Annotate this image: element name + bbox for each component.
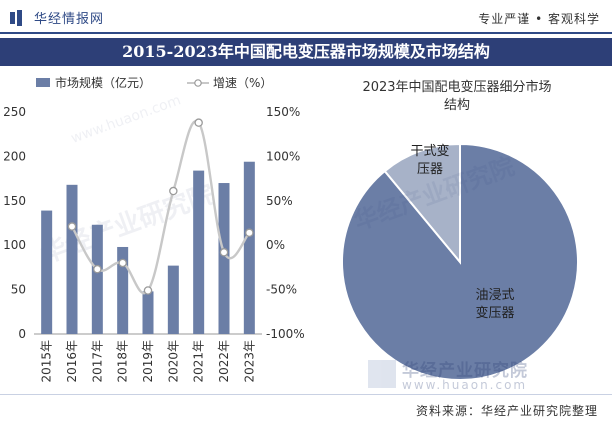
- x-axis-labels: 2015年 2016年 2017年 2018年 2019年 2020年 2021年 2022年…: [40, 340, 257, 383]
- brand-logo-icon: [10, 9, 28, 26]
- y-right-tick-label: -50%: [266, 283, 297, 297]
- y-left-tick-label: 100: [3, 238, 26, 252]
- combo-chart: 华经产业研究院 www.huaon.com 市场规模（亿元） 增速（%） 0 50…: [3, 75, 305, 383]
- watermark-url: www.huaon.com: [69, 92, 183, 147]
- legend-bar-label: 市场规模（亿元）: [55, 75, 151, 90]
- growth-point: [194, 118, 203, 127]
- y-right-tick-label: 50%: [266, 194, 293, 208]
- pie-label: 干式变: [410, 143, 449, 159]
- y-right-tick-label: 0%: [266, 238, 285, 252]
- bar: [142, 291, 154, 334]
- y-left-tick-label: 150: [3, 194, 26, 208]
- footer-divider: [0, 394, 612, 395]
- x-tick-label: 2017年: [90, 340, 104, 383]
- legend: 市场规模（亿元） 增速（%）: [36, 75, 272, 90]
- bar: [193, 170, 205, 334]
- footer: 资料来源：华经产业研究院整理: [0, 394, 612, 427]
- growth-point: [169, 186, 178, 196]
- x-tick-label: 2020年: [166, 340, 180, 383]
- y-left-tick-label: 250: [3, 105, 26, 119]
- watermark-url: www.huaon.com: [402, 378, 528, 392]
- y-right-tick-label: 100%: [266, 149, 300, 163]
- growth-point: [93, 264, 102, 274]
- growth-line: [70, 119, 251, 295]
- legend-line-marker: [194, 79, 202, 87]
- x-tick-label: 2022年: [217, 340, 231, 383]
- pie-label: 压器: [417, 162, 443, 177]
- title-band: 2015-2023年中国配电变压器市场规模及市场结构: [0, 38, 612, 66]
- header-divider: [0, 32, 612, 34]
- x-tick-label: 2021年: [192, 340, 206, 383]
- bar: [117, 246, 129, 334]
- bar: [91, 224, 103, 334]
- bar: [66, 184, 78, 334]
- y-right-tick-label: -100%: [266, 327, 305, 341]
- y-left-tick-label: 200: [3, 149, 26, 163]
- brand-name: 华经情报网: [34, 12, 105, 27]
- legend-bar-swatch: [36, 78, 50, 87]
- watermark-logo-icon: [368, 360, 396, 388]
- tagline: 专业严谨 • 客观科学: [478, 12, 600, 26]
- bottom-watermark: 华经产业研究院 www.huaon.com: [368, 356, 578, 394]
- brand: 华经情报网: [10, 8, 104, 27]
- y-left-tick-label: 0: [18, 327, 26, 341]
- x-tick-label: 2019年: [141, 340, 155, 383]
- growth-point: [219, 248, 229, 257]
- growth-point: [118, 258, 127, 268]
- x-tick-label: 2015年: [40, 340, 54, 383]
- legend-line-label: 增速（%）: [213, 76, 272, 90]
- x-tick-label: 2018年: [116, 340, 130, 383]
- x-tick-label: 2023年: [242, 340, 256, 383]
- pie-label: 油浸式: [475, 288, 514, 303]
- bar: [41, 210, 53, 334]
- bar: [218, 183, 230, 334]
- chart-title: 2015-2023年中国配电变压器市场规模及市场结构: [122, 42, 490, 61]
- x-tick-label: 2016年: [65, 340, 79, 383]
- growth-point: [143, 286, 153, 295]
- growth-point: [67, 222, 77, 231]
- source-note: 资料来源：华经产业研究院整理: [415, 404, 598, 418]
- pie-slices: [341, 142, 579, 381]
- bar: [167, 265, 179, 334]
- axes: 0 50 100 150 200 250 -100% -50% 0% 50% 100% 150%: [3, 105, 305, 341]
- growth-line-series: [67, 118, 254, 295]
- watermark: 华经产业研究院 www.huaon.com: [37, 92, 219, 270]
- pie-slice: [383, 142, 461, 265]
- pie-title-line: 2023年中国配电变压器细分市场: [362, 79, 551, 95]
- watermark-name: 华经产业研究院: [402, 361, 528, 381]
- top-bar: 华经情报网 专业严谨 • 客观科学: [0, 0, 612, 34]
- pie-title-line: 结构: [444, 98, 470, 113]
- growth-point: [245, 228, 254, 238]
- y-right-tick-label: 150%: [266, 105, 300, 119]
- pie-label: 变压器: [475, 305, 514, 321]
- bar: [243, 161, 255, 334]
- y-left-tick-label: 50: [11, 283, 26, 297]
- bar-series: [41, 161, 255, 334]
